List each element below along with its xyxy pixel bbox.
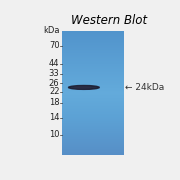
Ellipse shape	[74, 87, 91, 88]
Text: 70: 70	[49, 41, 59, 50]
Text: 14: 14	[49, 113, 59, 122]
Text: 44: 44	[49, 59, 59, 68]
Text: 26: 26	[49, 79, 59, 88]
Text: kDa: kDa	[43, 26, 59, 35]
Text: Western Blot: Western Blot	[71, 14, 147, 27]
Text: 10: 10	[49, 130, 59, 139]
Ellipse shape	[69, 86, 99, 89]
Text: 18: 18	[49, 98, 59, 107]
Text: 33: 33	[49, 69, 59, 78]
Text: 22: 22	[49, 87, 59, 96]
Text: ← 24kDa: ← 24kDa	[125, 83, 164, 92]
